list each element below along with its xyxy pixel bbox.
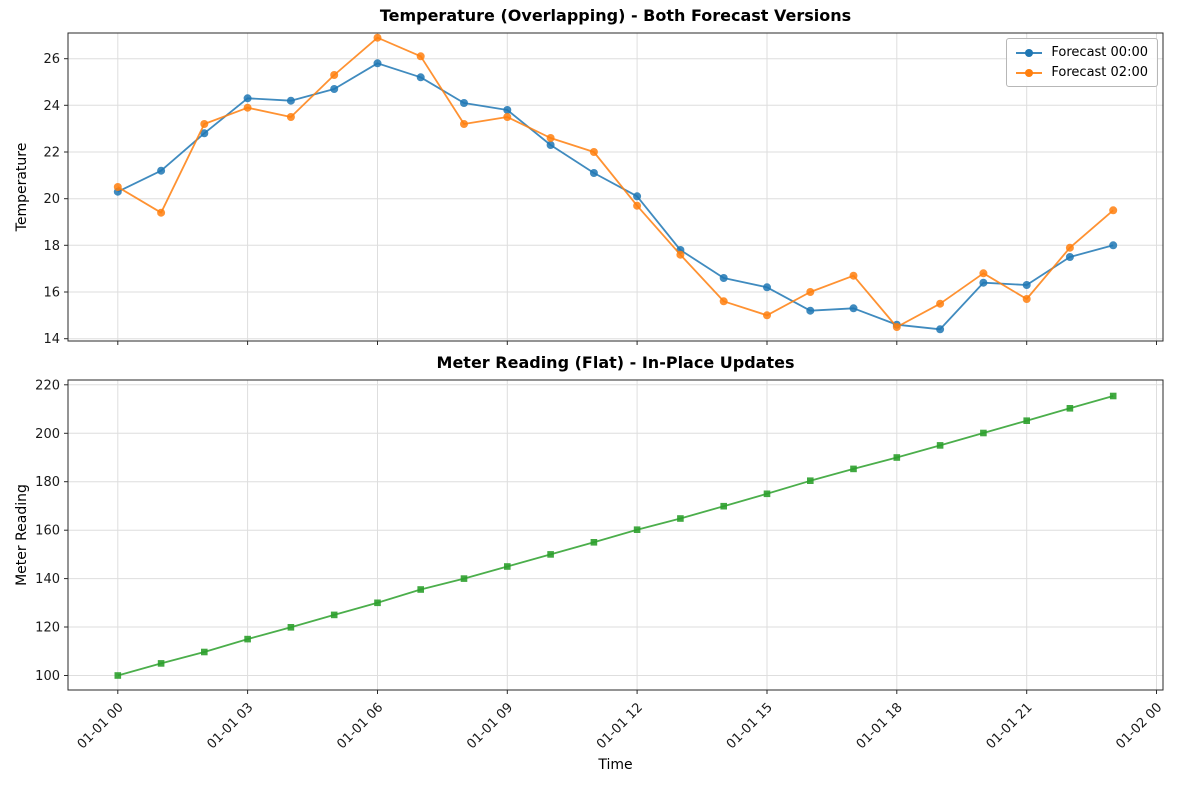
svg-text:180: 180 <box>35 475 60 490</box>
time-x-axis-label: Time <box>598 757 633 773</box>
axes-spines <box>67 32 1164 342</box>
svg-text:160: 160 <box>35 524 60 539</box>
legend-item-forecast-02-00: Forecast 02:00 <box>1014 64 1148 81</box>
legend: Forecast 00:00 Forecast 02:00 <box>1006 38 1158 87</box>
svg-text:01-01 15: 01-01 15 <box>724 700 776 752</box>
meter-reading-y-axis-label: Meter Reading <box>14 484 30 586</box>
meter-reading-series <box>114 392 1117 679</box>
axis-ticks: 14 16 18 20 22 24 26 <box>43 52 1157 347</box>
svg-text:18: 18 <box>43 239 60 254</box>
temperature-overlapping-both-forecast-versions-plot: 14 16 18 20 22 24 26 <box>43 32 1164 347</box>
legend-marker-sample <box>1025 48 1034 57</box>
svg-text:22: 22 <box>43 146 60 161</box>
svg-text:01-01 12: 01-01 12 <box>594 700 646 752</box>
svg-text:140: 140 <box>35 572 60 587</box>
axes-spines <box>67 379 1164 691</box>
svg-text:01-02 00: 01-02 00 <box>1113 700 1165 752</box>
legend-marker-sample <box>1025 68 1034 77</box>
svg-text:01-01 18: 01-01 18 <box>854 700 906 752</box>
forecast-00-00-line-swatch <box>1016 48 1043 57</box>
svg-text:220: 220 <box>35 378 60 393</box>
gridlines <box>68 380 1163 690</box>
forecast-02-00-line-swatch <box>1016 68 1043 77</box>
legend-item-forecast-00-00: Forecast 00:00 <box>1014 44 1148 61</box>
svg-text:200: 200 <box>35 427 60 442</box>
svg-text:20: 20 <box>43 192 60 207</box>
meter-reading-chart-title: Meter Reading (Flat) - In-Place Updates <box>436 353 795 372</box>
svg-text:01-01 03: 01-01 03 <box>204 700 256 752</box>
meter-reading-flat-in-place-updates-plot: 100 120 140 160 180 200 220 01-01 00 01-01 03 01-… <box>35 378 1165 752</box>
legend-label-forecast-00-00: Forecast 00:00 <box>1051 45 1148 60</box>
axis-ticks: 100 120 140 160 180 200 220 01-01 00 01-01 03 01-… <box>35 378 1165 752</box>
svg-text:24: 24 <box>43 99 60 114</box>
svg-text:16: 16 <box>43 286 60 301</box>
forecast-02-00-series <box>113 33 1118 331</box>
svg-text:01-01 21: 01-01 21 <box>984 700 1036 752</box>
svg-text:14: 14 <box>43 332 60 347</box>
svg-text:01-01 00: 01-01 00 <box>75 700 127 752</box>
svg-text:26: 26 <box>43 52 60 67</box>
svg-text:01-01 09: 01-01 09 <box>464 700 516 752</box>
svg-text:01-01 06: 01-01 06 <box>334 700 386 752</box>
forecast-00-00-series <box>113 59 1118 334</box>
temperature-chart-title: Temperature (Overlapping) - Both Forecas… <box>379 6 852 25</box>
svg-text:100: 100 <box>35 669 60 684</box>
temperature-y-axis-label: Temperature <box>14 142 30 232</box>
legend-label-forecast-02-00: Forecast 02:00 <box>1051 65 1148 80</box>
svg-text:120: 120 <box>35 621 60 636</box>
gridlines <box>68 33 1163 341</box>
